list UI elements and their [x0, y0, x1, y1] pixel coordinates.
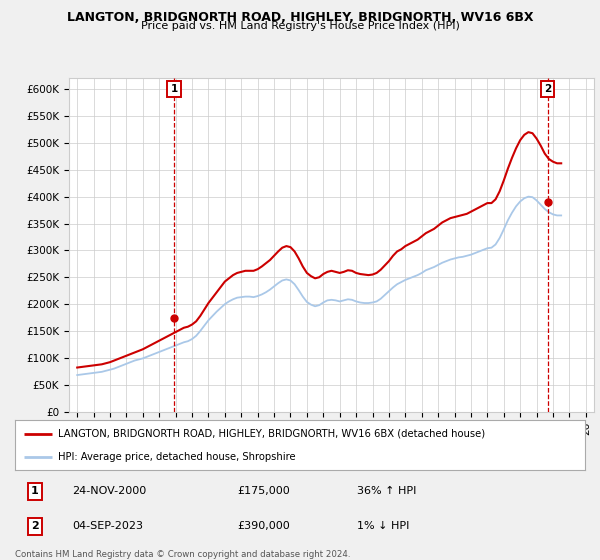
Text: LANGTON, BRIDGNORTH ROAD, HIGHLEY, BRIDGNORTH, WV16 6BX: LANGTON, BRIDGNORTH ROAD, HIGHLEY, BRIDG…: [67, 11, 533, 24]
Text: £390,000: £390,000: [238, 521, 290, 531]
Text: 1% ↓ HPI: 1% ↓ HPI: [357, 521, 409, 531]
Text: Contains HM Land Registry data © Crown copyright and database right 2024.
This d: Contains HM Land Registry data © Crown c…: [15, 550, 350, 560]
Text: 1: 1: [31, 487, 39, 496]
Text: £175,000: £175,000: [238, 487, 290, 496]
Text: 36% ↑ HPI: 36% ↑ HPI: [357, 487, 416, 496]
Text: 2: 2: [31, 521, 39, 531]
Text: LANGTON, BRIDGNORTH ROAD, HIGHLEY, BRIDGNORTH, WV16 6BX (detached house): LANGTON, BRIDGNORTH ROAD, HIGHLEY, BRIDG…: [58, 428, 485, 438]
Text: HPI: Average price, detached house, Shropshire: HPI: Average price, detached house, Shro…: [58, 452, 295, 462]
Text: 1: 1: [170, 84, 178, 94]
Text: 24-NOV-2000: 24-NOV-2000: [72, 487, 146, 496]
Text: Price paid vs. HM Land Registry's House Price Index (HPI): Price paid vs. HM Land Registry's House …: [140, 21, 460, 31]
Text: 2: 2: [544, 84, 551, 94]
Text: 04-SEP-2023: 04-SEP-2023: [72, 521, 143, 531]
